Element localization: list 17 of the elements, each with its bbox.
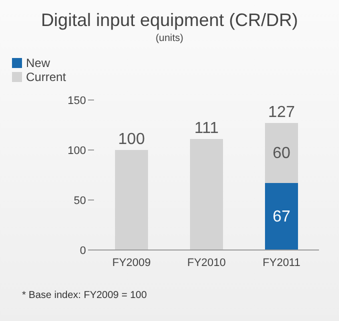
chart-subtitle: (units) xyxy=(154,33,184,44)
x-tick-label: FY2009 xyxy=(112,256,151,269)
y-tick-label: 150 xyxy=(68,94,86,107)
text: * Base index: FY2009 = 100 xyxy=(22,290,147,301)
y-tick-label: 100 xyxy=(68,144,86,157)
total-label: 100 xyxy=(118,131,145,148)
y-tick-label: 50 xyxy=(74,194,86,207)
total-label: 111 xyxy=(194,120,219,137)
x-tick-label: FY2011 xyxy=(262,256,300,269)
chart-title: Digital input equipment (CR/DR) xyxy=(40,10,300,31)
y-tick-label: 0 xyxy=(80,244,86,257)
data-label: 60 xyxy=(272,145,291,162)
data-label: 67 xyxy=(272,208,291,226)
x-tick-label: FY2010 xyxy=(187,256,226,269)
total-label: 127 xyxy=(268,104,295,121)
legend-label: Current xyxy=(26,70,66,84)
legend-label: New xyxy=(26,56,50,70)
